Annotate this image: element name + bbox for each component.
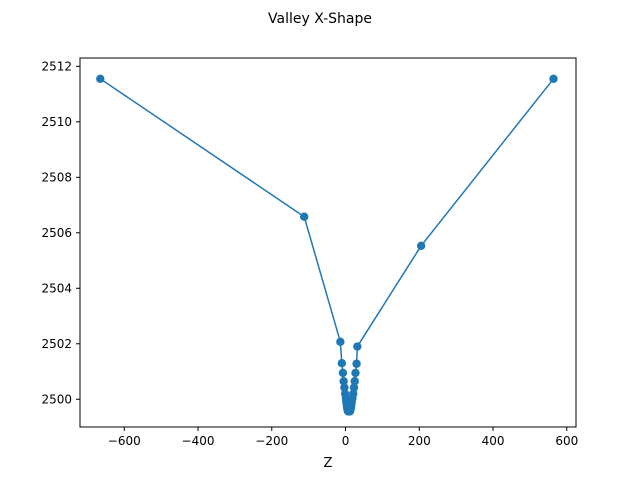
y-tick-label: 2510 — [41, 115, 72, 129]
x-tick-label: −200 — [255, 434, 288, 448]
series-line-2 — [349, 78, 555, 412]
y-tick-label: 2504 — [41, 281, 72, 295]
x-tick-label: 200 — [408, 434, 431, 448]
chart-title: Valley X-Shape — [268, 11, 372, 27]
data-point — [300, 212, 309, 221]
data-point — [549, 74, 558, 84]
y-tick-label: 2508 — [41, 170, 72, 184]
data-point — [339, 377, 348, 386]
data-point — [96, 74, 105, 84]
x-tick-label: −600 — [108, 434, 141, 448]
data-point — [345, 407, 355, 416]
plot-area — [96, 74, 558, 416]
data-point — [352, 359, 361, 368]
data-point — [338, 368, 348, 378]
data-point — [351, 368, 360, 378]
x-tick-label: −400 — [182, 434, 215, 448]
series-line-1 — [99, 78, 349, 412]
data-point — [340, 383, 349, 392]
x-tick-label: 400 — [482, 434, 505, 448]
x-tick-label: 0 — [342, 434, 350, 448]
y-tick-label: 2512 — [41, 59, 72, 73]
y-tick-label: 2506 — [41, 226, 72, 240]
axes-frame — [79, 57, 577, 428]
x-tick-label: 600 — [555, 434, 578, 448]
y-tick-label: 2502 — [41, 337, 72, 351]
data-point — [349, 383, 359, 392]
data-point — [336, 337, 345, 347]
data-point — [337, 358, 347, 368]
y-tick-label: 2500 — [41, 392, 72, 406]
data-point — [350, 377, 359, 386]
data-point — [353, 342, 362, 351]
axis-ticks: −600 −400 −200 0 200 400 600 2500 2502 2504 2506 25… — [41, 59, 578, 448]
x-axis-label: Z — [324, 456, 333, 471]
data-point — [416, 241, 426, 251]
